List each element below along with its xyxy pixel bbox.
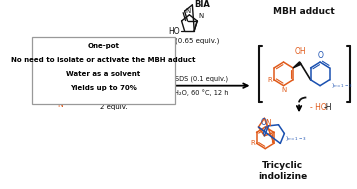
Text: HO: HO xyxy=(169,27,180,36)
Text: One-pot: One-pot xyxy=(87,43,120,49)
Text: SDS (0.1 equiv.): SDS (0.1 equiv.) xyxy=(175,75,228,82)
Text: O: O xyxy=(260,118,266,127)
Text: -H: -H xyxy=(324,103,332,112)
Text: Tricyclic
indolizine: Tricyclic indolizine xyxy=(258,161,307,181)
Text: N: N xyxy=(265,119,271,128)
Text: - HO: - HO xyxy=(310,103,327,112)
Polygon shape xyxy=(293,62,301,68)
Text: N: N xyxy=(186,8,191,14)
Text: +: + xyxy=(82,79,92,92)
Text: N: N xyxy=(281,87,286,93)
Text: OH: OH xyxy=(295,47,306,56)
Text: N: N xyxy=(57,100,62,109)
Text: N: N xyxy=(198,13,203,19)
Text: No need to isolate or activate the MBH adduct: No need to isolate or activate the MBH a… xyxy=(11,57,196,63)
Text: H₂O, 60 °C, 12 h: H₂O, 60 °C, 12 h xyxy=(174,90,228,96)
Text: BIA: BIA xyxy=(194,0,210,9)
FancyBboxPatch shape xyxy=(32,37,175,104)
Text: (0.65 equiv.): (0.65 equiv.) xyxy=(175,37,219,44)
Text: Water as a solvent: Water as a solvent xyxy=(66,71,141,77)
Text: R: R xyxy=(250,140,255,146)
Text: O: O xyxy=(77,55,83,64)
Text: R: R xyxy=(40,87,46,96)
Text: MBH adduct: MBH adduct xyxy=(273,7,335,16)
Text: 2 equiv.: 2 equiv. xyxy=(100,104,127,110)
Text: O: O xyxy=(317,51,323,60)
Text: )$_{n=1-3}$: )$_{n=1-3}$ xyxy=(331,81,353,90)
Text: Yields up to 70%: Yields up to 70% xyxy=(70,85,137,91)
Text: )$_{n = 1-3}$: )$_{n = 1-3}$ xyxy=(126,93,149,102)
Text: )$_{n=1-3}$: )$_{n=1-3}$ xyxy=(285,135,307,143)
Text: R: R xyxy=(267,77,272,83)
Text: O: O xyxy=(110,62,117,71)
